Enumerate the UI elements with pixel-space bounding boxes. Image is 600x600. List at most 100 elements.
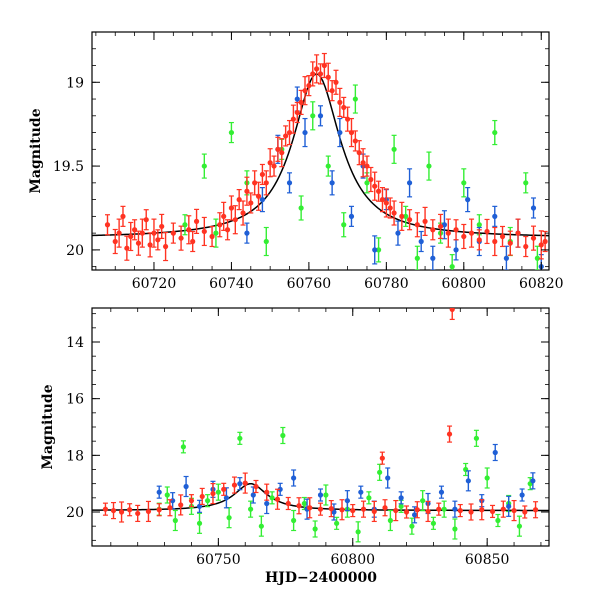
top-data-point — [325, 155, 331, 177]
bottom-data-point — [196, 512, 203, 534]
top-data-point — [314, 54, 320, 84]
top-x-tick-label: 60720 — [132, 276, 177, 292]
top-data-point — [302, 117, 308, 148]
top-x-tick-label: 60760 — [287, 276, 332, 292]
top-data-point — [430, 219, 436, 241]
top-x-tick-label: 60800 — [442, 276, 487, 292]
bottom-data-point — [301, 496, 307, 511]
top-data-point — [492, 226, 498, 257]
bottom-data-point — [358, 485, 364, 499]
top-data-point — [391, 134, 397, 164]
top-data-point — [135, 230, 142, 256]
bottom-data-point — [323, 484, 329, 506]
top-data-point — [372, 235, 378, 265]
top-data-point — [290, 104, 296, 134]
top-data-point — [310, 101, 316, 131]
bottom-data-point — [398, 499, 404, 513]
top-data-point — [240, 200, 246, 226]
top-data-point — [201, 153, 207, 179]
top-data-point — [348, 205, 355, 227]
bottom-data-point — [414, 501, 420, 519]
top-data-point — [170, 222, 176, 244]
top-data-point — [461, 168, 467, 198]
bottom-data-point — [436, 502, 442, 516]
top-data-point — [236, 189, 242, 211]
bottom-data-point — [452, 518, 458, 540]
top-data-point — [515, 218, 521, 248]
bottom-x-tick-label: 60850 — [465, 552, 510, 568]
bottom-data-point — [371, 500, 377, 523]
top-data-point — [383, 188, 389, 218]
top-data-point — [507, 230, 513, 256]
top-data-point — [414, 212, 420, 238]
top-data-point — [190, 230, 196, 253]
top-data-point — [298, 195, 304, 221]
top-data-point — [120, 205, 126, 227]
bottom-data-point — [167, 499, 173, 517]
bottom-data-point — [441, 500, 447, 518]
bottom-data-point — [468, 503, 474, 521]
top-data-point — [209, 225, 215, 248]
top-data-point — [468, 218, 475, 248]
top-data-point — [523, 235, 529, 258]
top-data-point — [426, 151, 432, 181]
top-data-point — [228, 195, 235, 221]
bottom-y-tick-label: 14 — [66, 335, 84, 351]
top-data-point — [186, 215, 192, 245]
top-data-point — [364, 155, 370, 177]
top-data-point — [283, 125, 289, 147]
top-data-point — [162, 231, 169, 262]
bottom-data-point — [135, 504, 141, 523]
bottom-data-point — [110, 501, 117, 520]
bottom-data-point — [226, 507, 232, 529]
top-data-point — [523, 172, 529, 194]
bottom-data-point — [492, 443, 498, 462]
bottom-data-point — [118, 501, 125, 523]
bottom-data-point — [231, 476, 238, 494]
bottom-data-point — [307, 497, 313, 519]
bottom-data-point — [164, 486, 170, 504]
top-data-point — [352, 84, 358, 114]
top-data-point — [224, 219, 231, 241]
top-data-point — [441, 210, 448, 240]
bottom-data-point — [393, 499, 399, 522]
bottom-data-point — [156, 503, 162, 517]
bottom-data-point — [484, 467, 490, 489]
bottom-data-point — [382, 499, 388, 517]
top-data-point — [302, 76, 308, 106]
top-data-point — [333, 69, 339, 95]
top-data-point — [530, 225, 537, 251]
bottom-data-point — [127, 503, 133, 517]
bottom-data-point — [317, 488, 324, 502]
bottom-data-point — [221, 482, 227, 496]
bottom-data-point — [248, 500, 254, 518]
bottom-data-point — [285, 496, 291, 511]
bottom-ticks: 60750 60800 60850 14 16 18 20 — [66, 308, 549, 568]
top-data-point — [375, 180, 382, 202]
top-data-point — [159, 213, 165, 240]
top-data-point — [499, 225, 506, 248]
bottom-data-point — [516, 515, 523, 537]
top-data-point — [132, 219, 138, 241]
bottom-data-point — [145, 500, 152, 523]
bottom-data-point — [385, 467, 391, 489]
top-data-point — [345, 106, 351, 132]
bottom-x-tick-label: 60750 — [196, 552, 241, 568]
top-data-point — [104, 214, 111, 236]
bottom-data-point — [446, 425, 453, 443]
bottom-data-point — [215, 483, 221, 501]
bottom-x-tick-label: 60800 — [330, 552, 375, 568]
bottom-data-point — [398, 491, 404, 505]
top-data-point — [492, 119, 498, 146]
top-data-point — [461, 223, 467, 250]
top-y-tick-label: 19 — [66, 75, 84, 91]
bottom-data-point — [355, 521, 361, 543]
top-data-point — [263, 170, 269, 196]
bottom-data-point — [237, 431, 243, 445]
top-data-point — [286, 172, 293, 194]
top-data-point — [437, 213, 444, 240]
bottom-data-point — [291, 469, 297, 487]
top-data-point — [221, 201, 227, 231]
bottom-data-point — [277, 482, 283, 496]
top-data-point — [275, 136, 281, 162]
